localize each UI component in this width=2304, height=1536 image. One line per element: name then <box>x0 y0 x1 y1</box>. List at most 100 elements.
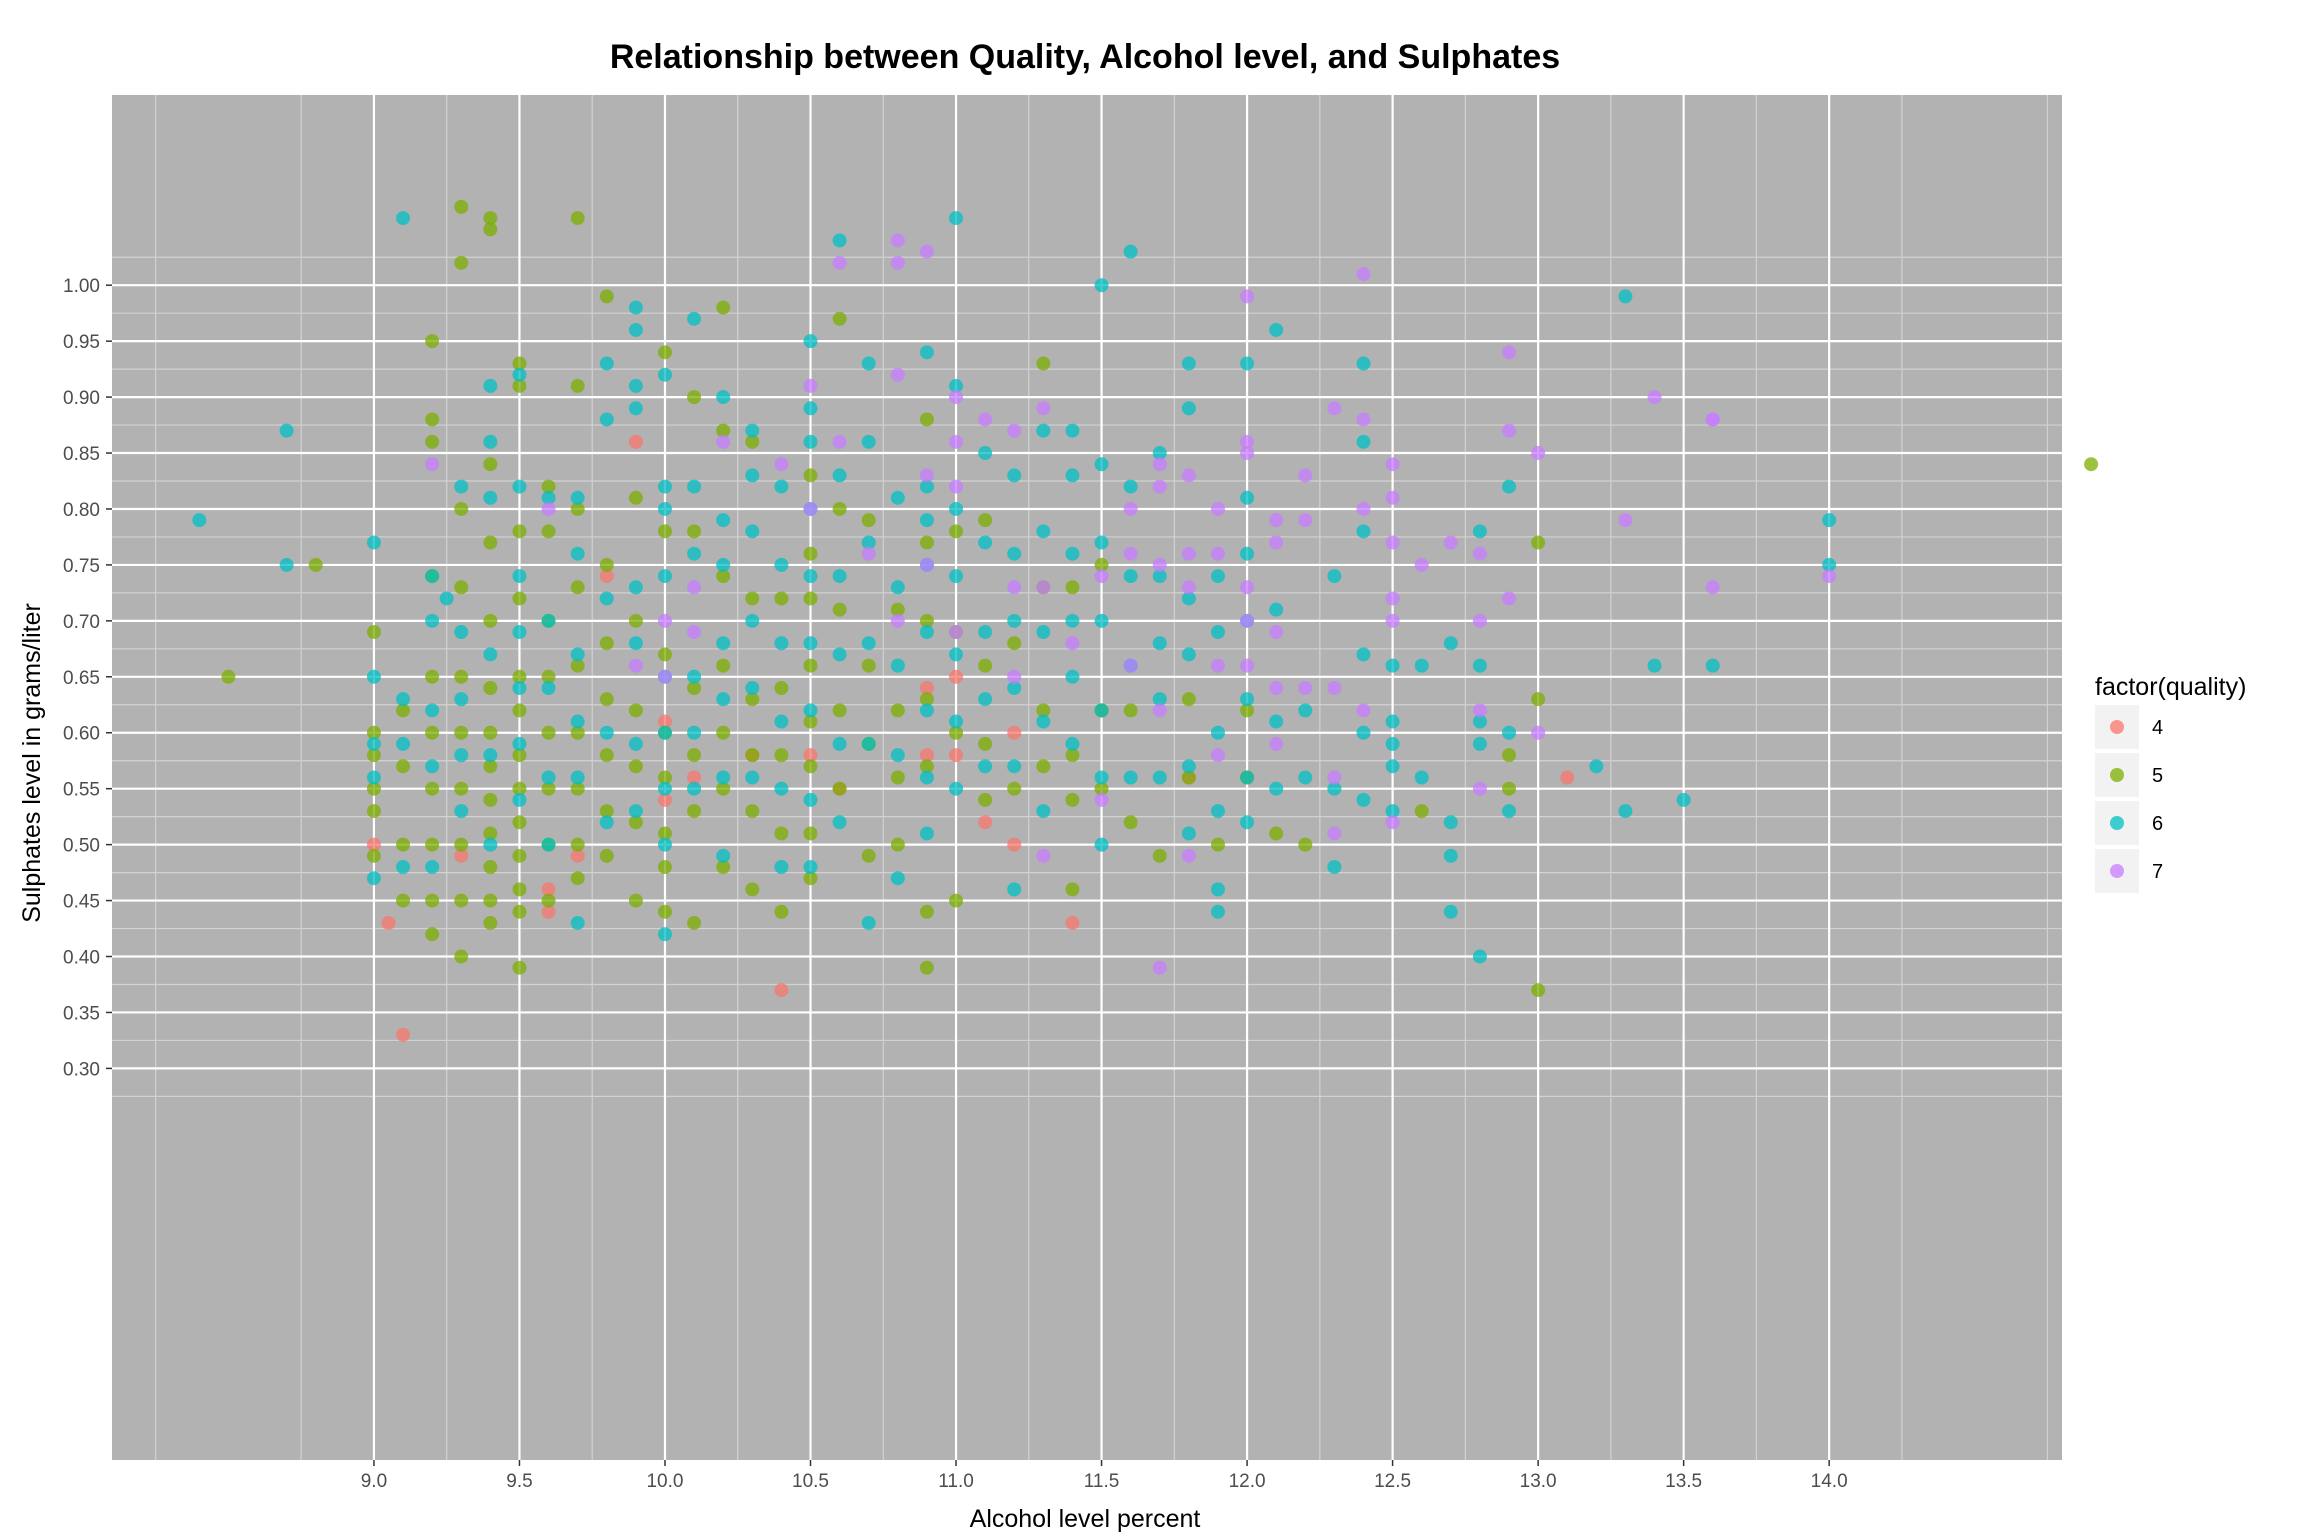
legend-key-5 <box>2110 768 2124 782</box>
data-point-quality-6 <box>978 692 993 707</box>
data-point-quality-5 <box>425 412 440 427</box>
x-tick-label: 13.0 <box>1520 1471 1557 1492</box>
data-point-quality-5 <box>687 680 702 695</box>
data-point-quality-6 <box>541 837 556 852</box>
data-point-quality-7 <box>1298 680 1313 695</box>
data-point-quality-6 <box>745 770 760 785</box>
data-point-quality-5 <box>657 345 672 360</box>
data-point-quality-6 <box>1210 804 1225 819</box>
data-point-quality-6 <box>483 434 498 449</box>
data-point-quality-5 <box>512 781 527 796</box>
data-point-quality-5 <box>803 468 818 483</box>
data-point-quality-5 <box>570 580 585 595</box>
data-point-quality-5 <box>483 680 498 695</box>
data-point-quality-6 <box>1356 725 1371 740</box>
data-point-quality-5 <box>599 748 614 763</box>
y-tick-label: 0.60 <box>63 724 100 745</box>
data-point-quality-6 <box>1181 591 1196 606</box>
data-point-quality-6 <box>366 535 381 550</box>
legend: factor(quality) 4 5 6 7 <box>2095 673 2246 893</box>
data-point-quality-6 <box>803 703 818 718</box>
data-point-quality-4 <box>570 848 585 863</box>
data-point-quality-6 <box>1822 513 1837 528</box>
data-point-quality-5 <box>425 725 440 740</box>
data-point-quality-7 <box>1269 513 1284 528</box>
x-tick-label: 9.5 <box>506 1471 532 1492</box>
data-point-quality-6 <box>1502 479 1517 494</box>
data-point-quality-6 <box>1240 546 1255 561</box>
data-point-quality-5 <box>716 781 731 796</box>
data-point-quality-6 <box>512 569 527 584</box>
data-point-quality-6 <box>949 781 964 796</box>
data-point-quality-6 <box>745 613 760 628</box>
data-point-quality-6 <box>687 725 702 740</box>
data-point-quality-6 <box>599 725 614 740</box>
data-point-quality-7 <box>1094 792 1109 807</box>
data-point-quality-5 <box>599 557 614 572</box>
data-point-quality-6 <box>803 334 818 349</box>
y-tick-label: 0.50 <box>63 836 100 857</box>
data-point-quality-6 <box>657 569 672 584</box>
data-point-quality-7 <box>1269 535 1284 550</box>
data-point-quality-5 <box>774 904 789 919</box>
data-point-quality-6 <box>366 770 381 785</box>
data-point-quality-6 <box>949 714 964 729</box>
data-point-quality-5 <box>687 524 702 539</box>
data-point-quality-5 <box>483 457 498 472</box>
y-tick-label: 0.45 <box>63 892 100 913</box>
data-point-quality-6 <box>1385 714 1400 729</box>
data-point-quality-6 <box>890 490 905 505</box>
data-point-quality-7 <box>1007 423 1022 438</box>
data-point-quality-6 <box>1094 770 1109 785</box>
data-point-quality-5 <box>512 524 527 539</box>
x-tick-label: 12.0 <box>1229 1471 1266 1492</box>
x-tick-label: 11.0 <box>938 1471 974 1492</box>
data-point-quality-7 <box>1036 401 1051 416</box>
data-point-quality-7 <box>628 658 643 673</box>
data-point-quality-6 <box>1618 804 1633 819</box>
data-point-quality-6 <box>628 378 643 393</box>
data-point-quality-5 <box>454 255 469 270</box>
data-point-quality-5 <box>949 524 964 539</box>
data-point-quality-6 <box>716 636 731 651</box>
data-point-quality-6 <box>1210 569 1225 584</box>
data-point-quality-7 <box>1210 501 1225 516</box>
data-point-quality-5 <box>483 759 498 774</box>
data-point-quality-6 <box>366 736 381 751</box>
data-point-quality-7 <box>1298 468 1313 483</box>
data-point-quality-6 <box>1705 658 1720 673</box>
data-point-quality-7 <box>1123 546 1138 561</box>
data-point-quality-6 <box>1123 479 1138 494</box>
data-point-quality-7 <box>1240 613 1255 628</box>
y-tick-label: 0.65 <box>63 668 100 689</box>
data-point-quality-6 <box>1240 815 1255 830</box>
data-point-quality-6 <box>774 781 789 796</box>
data-point-quality-6 <box>1152 446 1167 461</box>
data-point-quality-7 <box>657 613 672 628</box>
data-point-quality-5 <box>1152 848 1167 863</box>
data-point-quality-6 <box>1327 860 1342 875</box>
data-point-quality-6 <box>1676 792 1691 807</box>
data-point-quality-7 <box>1356 501 1371 516</box>
x-tick-label: 10.5 <box>792 1471 829 1492</box>
data-point-quality-7 <box>1181 546 1196 561</box>
data-point-quality-5 <box>599 804 614 819</box>
data-point-quality-6 <box>832 736 847 751</box>
data-point-quality-5 <box>803 546 818 561</box>
x-tick-label: 10.0 <box>646 1471 683 1492</box>
data-point-quality-5 <box>512 815 527 830</box>
data-point-quality-5 <box>919 692 934 707</box>
data-point-quality-6 <box>919 826 934 841</box>
data-point-quality-4 <box>1007 725 1022 740</box>
data-point-quality-5 <box>716 725 731 740</box>
data-point-quality-6 <box>919 513 934 528</box>
data-point-quality-6 <box>861 636 876 651</box>
data-point-quality-6 <box>978 759 993 774</box>
data-point-quality-6 <box>483 647 498 662</box>
data-point-quality-5 <box>425 837 440 852</box>
data-point-quality-6 <box>919 479 934 494</box>
data-point-quality-5 <box>1502 748 1517 763</box>
data-point-quality-6 <box>454 625 469 640</box>
data-point-quality-7 <box>1327 826 1342 841</box>
data-point-quality-5 <box>687 390 702 405</box>
